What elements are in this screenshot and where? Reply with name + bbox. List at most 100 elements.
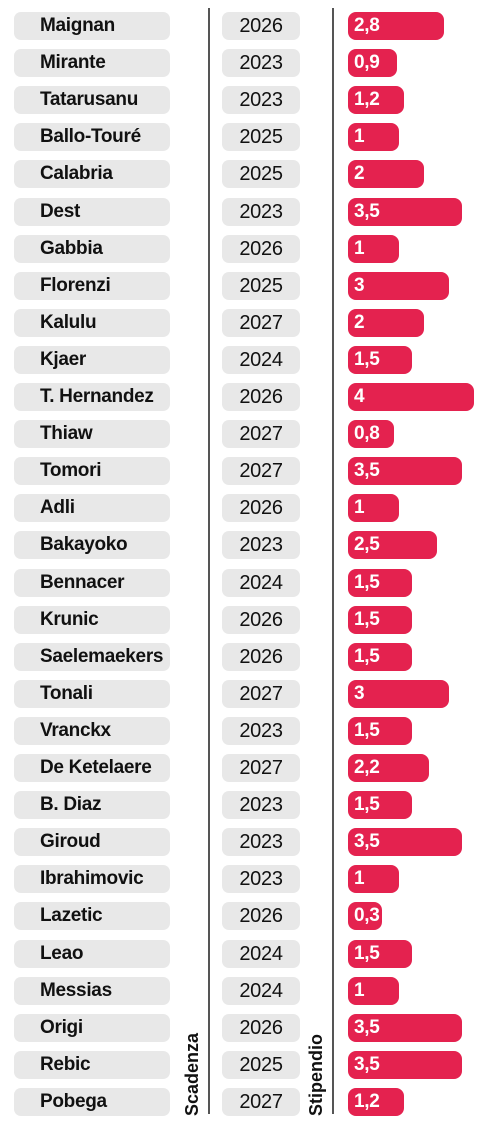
salary-bar: 1 [348,976,399,1005]
column-divider-right [332,8,334,1114]
player-name: Bakayoko [14,531,170,560]
table-row: Dest 2023 3,5 [0,197,494,226]
table-row: Maignan 2026 2,8 [0,12,494,40]
salary-bar: 2,2 [348,754,429,782]
player-name: B. Diaz [14,791,170,820]
player-name: De Ketelaere [14,754,170,782]
table-row: Messias 2024 1 [0,976,494,1005]
salary-bar: 0,3 [348,902,382,931]
contract-expiry: 2027 [222,420,300,449]
table-row: Calabria 2025 2 [0,160,494,189]
contract-expiry: 2024 [222,976,300,1005]
player-name: Origi [14,1013,170,1042]
salary-bar: 4 [348,383,474,411]
player-name: Lazetic [14,902,170,931]
contract-expiry: 2023 [222,791,300,820]
contract-expiry: 2025 [222,1050,300,1079]
table-row: Mirante 2023 0,9 [0,49,494,78]
salary-bar: 0,9 [348,49,397,78]
contract-expiry: 2026 [222,234,300,263]
contract-expiry: 2023 [222,86,300,115]
contract-expiry: 2024 [222,345,300,374]
salary-bar: 2 [348,308,424,337]
table-row: Adli 2026 1 [0,494,494,523]
salary-bar: 3,5 [348,828,462,857]
contract-expiry: 2025 [222,160,300,189]
contract-expiry: 2023 [222,865,300,894]
table-row: Vranckx 2023 1,5 [0,716,494,745]
player-name: Thiaw [14,420,170,449]
salary-bar: 3,5 [348,1013,462,1042]
contract-expiry: 2026 [222,642,300,671]
salary-bar: 1,5 [348,716,412,745]
contract-expiry: 2027 [222,754,300,782]
salary-bar: 1,5 [348,939,412,968]
salary-bar: 2 [348,160,424,189]
contract-expiry: 2024 [222,568,300,597]
contract-expiry: 2027 [222,1087,300,1116]
table-row: Leao 2024 1,5 [0,939,494,968]
table-row: Tomori 2027 3,5 [0,457,494,486]
contract-expiry: 2027 [222,679,300,708]
salary-bar: 1,2 [348,1087,404,1116]
table-row: Lazetic 2026 0,3 [0,902,494,931]
table-row: Bennacer 2024 1,5 [0,568,494,597]
salary-bar: 3,5 [348,457,462,486]
player-name: Ibrahimovic [14,865,170,894]
player-name: Messias [14,976,170,1005]
player-name: Tomori [14,457,170,486]
player-name: T. Hernandez [14,383,170,411]
contract-expiry: 2027 [222,308,300,337]
contract-expiry: 2026 [222,1013,300,1042]
contract-expiry: 2026 [222,605,300,634]
salary-bar: 3 [348,679,449,708]
salary-bar: 2,5 [348,531,437,560]
table-row: Gabbia 2026 1 [0,234,494,263]
player-name: Bennacer [14,568,170,597]
table-row: De Ketelaere 2027 2,2 [0,754,494,782]
player-name: Florenzi [14,271,170,300]
salary-bar: 2,8 [348,12,444,40]
contract-expiry: 2026 [222,383,300,411]
salary-bar: 1 [348,865,399,894]
contract-expiry: 2025 [222,271,300,300]
salary-bar: 1 [348,234,399,263]
contract-expiry: 2023 [222,49,300,78]
contract-expiry: 2024 [222,939,300,968]
table-row: Krunic 2026 1,5 [0,605,494,634]
player-name: Pobega [14,1087,170,1116]
player-name: Ballo-Touré [14,123,170,152]
table-row: Ibrahimovic 2023 1 [0,865,494,894]
table-row: Kjaer 2024 1,5 [0,345,494,374]
contract-expiry: 2025 [222,123,300,152]
contract-expiry: 2026 [222,902,300,931]
salary-bar: 1,5 [348,642,412,671]
table-row: B. Diaz 2023 1,5 [0,791,494,820]
table-row: Origi 2026 3,5 [0,1013,494,1042]
player-name: Gabbia [14,234,170,263]
salary-bar: 3,5 [348,197,462,226]
table-row: Florenzi 2025 3 [0,271,494,300]
player-name: Saelemaekers [14,642,170,671]
table-row: Rebic 2025 3,5 [0,1050,494,1079]
player-name: Calabria [14,160,170,189]
salary-bar: 1,5 [348,791,412,820]
table-row: Kalulu 2027 2 [0,308,494,337]
player-name: Kalulu [14,308,170,337]
player-name: Vranckx [14,716,170,745]
column-divider-left [208,8,210,1114]
table-row: Tonali 2027 3 [0,679,494,708]
contract-expiry: 2023 [222,828,300,857]
player-name: Mirante [14,49,170,78]
table-row: Bakayoko 2023 2,5 [0,531,494,560]
contract-expiry: 2027 [222,457,300,486]
player-name: Leao [14,939,170,968]
player-name: Maignan [14,12,170,40]
table-row: Thiaw 2027 0,8 [0,420,494,449]
table-row: Ballo-Touré 2025 1 [0,123,494,152]
salary-bar: 0,8 [348,420,394,449]
salary-bar: 1,5 [348,568,412,597]
table-row: T. Hernandez 2026 4 [0,383,494,411]
table-row: Tatarusanu 2023 1,2 [0,86,494,115]
